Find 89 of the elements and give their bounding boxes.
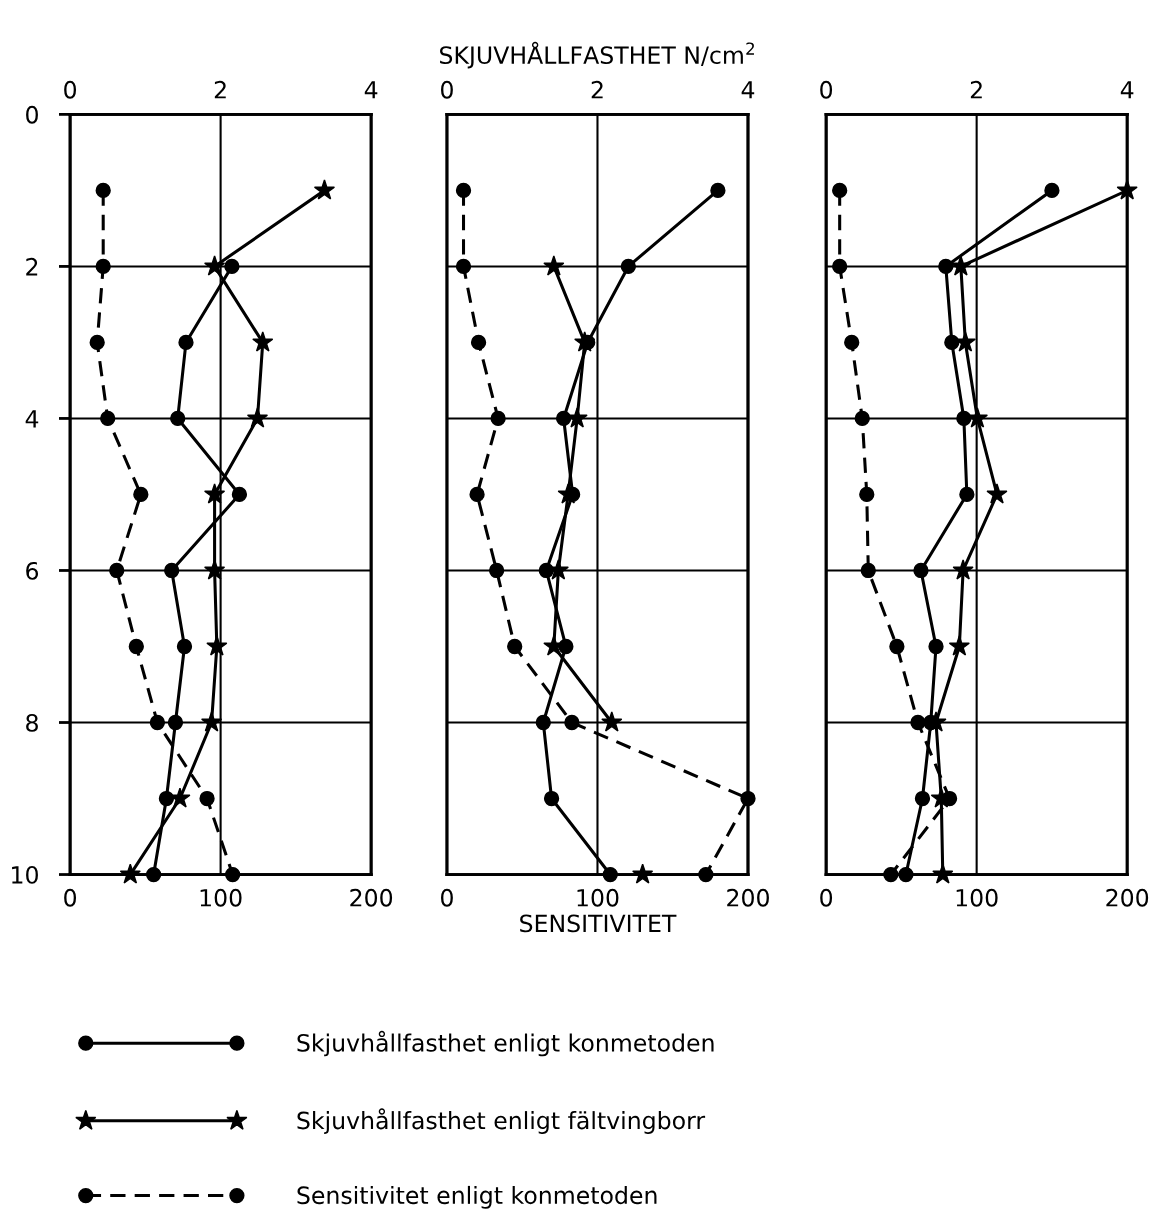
- point: [158, 790, 175, 807]
- y-tick-label: 10: [12, 865, 38, 884]
- x-tick-label: 200: [350, 888, 393, 907]
- point: [910, 714, 926, 731]
- y-tick-label: 4: [25, 410, 39, 428]
- y-tick-label: 6: [26, 561, 39, 580]
- x2-tick-label: 2: [214, 80, 226, 99]
- point: [632, 863, 654, 884]
- point: [490, 410, 506, 427]
- point: [956, 410, 972, 427]
- x2-tick-label: 4: [1120, 81, 1134, 99]
- point: [119, 863, 141, 884]
- x2-tick-label: 0: [64, 80, 77, 99]
- point: [203, 559, 226, 580]
- legend-label: Sensitivitet enligt konmetoden: [297, 1185, 657, 1209]
- point: [246, 407, 269, 428]
- point: [844, 334, 860, 351]
- point: [507, 638, 523, 655]
- point: [455, 258, 472, 275]
- point: [169, 787, 191, 808]
- point: [543, 255, 565, 276]
- x-tick-label: 100: [956, 888, 998, 907]
- point: [928, 638, 944, 655]
- x-tick-label: 0: [441, 888, 453, 907]
- point: [601, 711, 623, 732]
- x-tick-label: 0: [820, 888, 833, 907]
- point: [859, 486, 875, 503]
- point: [710, 182, 726, 199]
- point: [913, 562, 929, 579]
- point: [938, 258, 954, 275]
- x2-tick-label: 4: [741, 81, 755, 99]
- point: [488, 562, 505, 579]
- x-tick-label: 100: [200, 888, 242, 907]
- point: [854, 410, 870, 427]
- point: [313, 179, 336, 200]
- point: [1116, 179, 1138, 200]
- y-tick-label: 8: [26, 713, 38, 732]
- point: [203, 483, 226, 504]
- point: [564, 714, 580, 731]
- point: [145, 866, 162, 883]
- x2-tick-label: 0: [441, 80, 453, 99]
- x-tick-label: 200: [727, 888, 769, 907]
- x2-axis-title: SKJUVHÅLLFASTHET N/cm$^{2}$: [440, 41, 754, 69]
- point: [543, 790, 560, 807]
- point: [178, 334, 194, 351]
- point: [602, 866, 618, 883]
- x2-tick-label: 2: [591, 80, 603, 99]
- point: [231, 486, 248, 503]
- x-tick-label: 200: [1106, 888, 1149, 907]
- point: [170, 410, 186, 427]
- point: [206, 635, 228, 656]
- x2-tick-label: 2: [970, 80, 982, 99]
- point: [959, 486, 975, 503]
- point: [889, 638, 905, 655]
- point: [1044, 182, 1060, 199]
- point: [932, 863, 954, 884]
- y-tick-label: 2: [26, 257, 38, 276]
- point: [914, 790, 931, 807]
- point: [950, 255, 972, 276]
- point: [470, 334, 487, 351]
- x-axis-title: SENSITIVITET: [520, 914, 677, 933]
- point: [176, 638, 193, 655]
- point: [860, 562, 876, 579]
- point: [203, 255, 226, 276]
- y-tick-label: 0: [26, 105, 38, 124]
- point: [952, 559, 974, 580]
- x2-tick-label: 4: [364, 81, 378, 99]
- point: [164, 562, 180, 579]
- point: [167, 714, 184, 731]
- point: [200, 711, 223, 732]
- x-tick-label: 0: [64, 888, 77, 907]
- point: [948, 635, 970, 656]
- point: [986, 483, 1008, 504]
- point: [832, 258, 848, 275]
- point: [455, 182, 472, 199]
- legend-label: Skjuvhållfasthet enligt konmetoden: [297, 1030, 714, 1057]
- point: [574, 331, 596, 352]
- point: [832, 182, 848, 199]
- point: [224, 258, 240, 275]
- point: [555, 410, 572, 427]
- point: [469, 486, 485, 503]
- point: [944, 334, 960, 351]
- x-tick-label: 100: [577, 888, 619, 907]
- x2-tick-label: 0: [820, 80, 833, 99]
- point: [620, 258, 636, 275]
- legend-label: Skjuvhållfasthet enligt fältvingborr: [297, 1108, 706, 1134]
- point: [535, 714, 551, 731]
- point: [898, 866, 914, 883]
- point: [252, 331, 274, 352]
